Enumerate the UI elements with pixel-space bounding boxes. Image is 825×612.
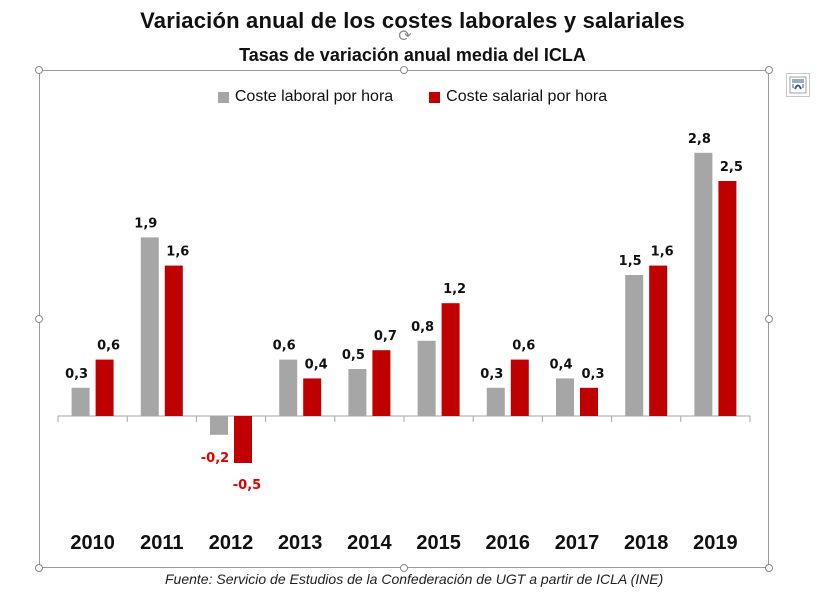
data-label-labor-cost-2012: -0,2 — [201, 451, 229, 466]
bar-labor-cost-2014 — [348, 369, 367, 416]
resize-handle-top-right[interactable] — [765, 66, 773, 74]
x-tick-label-2019: 2019 — [693, 532, 738, 554]
x-tick-label-2013: 2013 — [278, 532, 323, 554]
bar-labor-cost-2015 — [417, 340, 436, 416]
bar-labor-cost-2011 — [140, 237, 159, 416]
data-label-wage-cost-2013: 0,4 — [305, 357, 328, 372]
x-tick-label-2017: 2017 — [555, 532, 600, 554]
data-label-wage-cost-2019: 2,5 — [720, 160, 743, 175]
resize-handle-top-center[interactable] — [400, 66, 408, 74]
bar-wage-cost-2011 — [164, 265, 183, 416]
data-label-labor-cost-2018: 1,5 — [619, 254, 642, 269]
data-label-labor-cost-2016: 0,3 — [480, 367, 503, 382]
bar-wage-cost-2014 — [372, 350, 391, 416]
bar-labor-cost-2016 — [486, 387, 505, 416]
bar-wage-cost-2019 — [718, 181, 737, 416]
legend-item-wage-cost: Coste salarial por hora — [429, 88, 607, 106]
resize-handle-top-left[interactable] — [35, 66, 43, 74]
bar-labor-cost-2010 — [71, 387, 90, 416]
data-label-wage-cost-2012: -0,5 — [233, 478, 261, 493]
layout-options-icon — [789, 76, 807, 94]
x-tick-label-2015: 2015 — [416, 532, 461, 554]
layout-options-button[interactable] — [786, 73, 810, 97]
x-tick-label-2014: 2014 — [347, 532, 392, 554]
chart-legend: Coste laboral por hora Coste salarial po… — [0, 88, 825, 106]
bar-labor-cost-2017 — [556, 378, 574, 416]
bar-wage-cost-2015 — [441, 303, 460, 416]
data-label-labor-cost-2019: 2,8 — [688, 132, 711, 147]
data-label-wage-cost-2015: 1,2 — [443, 282, 466, 297]
data-label-wage-cost-2018: 1,6 — [651, 245, 674, 260]
chart-source-note: Fuente: Servicio de Estudios de la Confe… — [165, 571, 664, 587]
chart-title: Variación anual de los costes laborales … — [140, 8, 685, 33]
data-label-labor-cost-2017: 0,4 — [549, 357, 572, 372]
data-label-wage-cost-2010: 0,6 — [97, 339, 120, 354]
legend-swatch-wage-cost — [429, 91, 441, 103]
x-tick-label-2018: 2018 — [624, 532, 669, 554]
data-label-wage-cost-2016: 0,6 — [512, 339, 535, 354]
resize-handle-bottom-left[interactable] — [35, 564, 43, 572]
bar-labor-cost-2013 — [279, 359, 298, 416]
resize-handle-bottom-right[interactable] — [765, 564, 773, 572]
data-label-wage-cost-2014: 0,7 — [374, 329, 397, 344]
resize-handle-middle-right[interactable] — [765, 315, 773, 323]
chart-subtitle: Tasas de variación anual media del ICLA — [239, 45, 586, 65]
data-label-labor-cost-2010: 0,3 — [65, 367, 88, 382]
legend-label-wage-cost: Coste salarial por hora — [446, 88, 608, 105]
x-tick-label-2012: 2012 — [209, 532, 254, 554]
data-label-labor-cost-2015: 0,8 — [411, 320, 434, 335]
data-label-labor-cost-2013: 0,6 — [273, 339, 296, 354]
bar-labor-cost-2018 — [625, 275, 644, 416]
x-tick-label-2011: 2011 — [140, 532, 183, 554]
legend-label-labor-cost: Coste laboral por hora — [234, 88, 394, 105]
bar-wage-cost-2012 — [234, 416, 252, 463]
bar-wage-cost-2013 — [303, 378, 322, 416]
legend-item-labor-cost: Coste laboral por hora — [217, 88, 394, 106]
bar-wage-cost-2018 — [649, 265, 668, 416]
bar-wage-cost-2016 — [510, 359, 529, 416]
resize-handle-bottom-center[interactable] — [400, 564, 408, 572]
x-tick-label-2016: 2016 — [486, 532, 531, 554]
resize-handle-middle-left[interactable] — [35, 315, 43, 323]
x-tick-label-2010: 2010 — [70, 532, 115, 554]
bar-wage-cost-2010 — [95, 359, 114, 416]
data-label-labor-cost-2014: 0,5 — [342, 348, 365, 363]
legend-swatch-labor-cost — [217, 91, 229, 103]
rotate-icon[interactable]: ⟳ — [398, 26, 412, 45]
data-label-wage-cost-2011: 1,6 — [166, 245, 189, 260]
data-label-labor-cost-2011: 1,9 — [134, 216, 157, 231]
data-label-wage-cost-2017: 0,3 — [581, 367, 604, 382]
bar-labor-cost-2019 — [694, 152, 713, 417]
bar-labor-cost-2012 — [210, 416, 228, 435]
bar-wage-cost-2017 — [580, 387, 598, 416]
